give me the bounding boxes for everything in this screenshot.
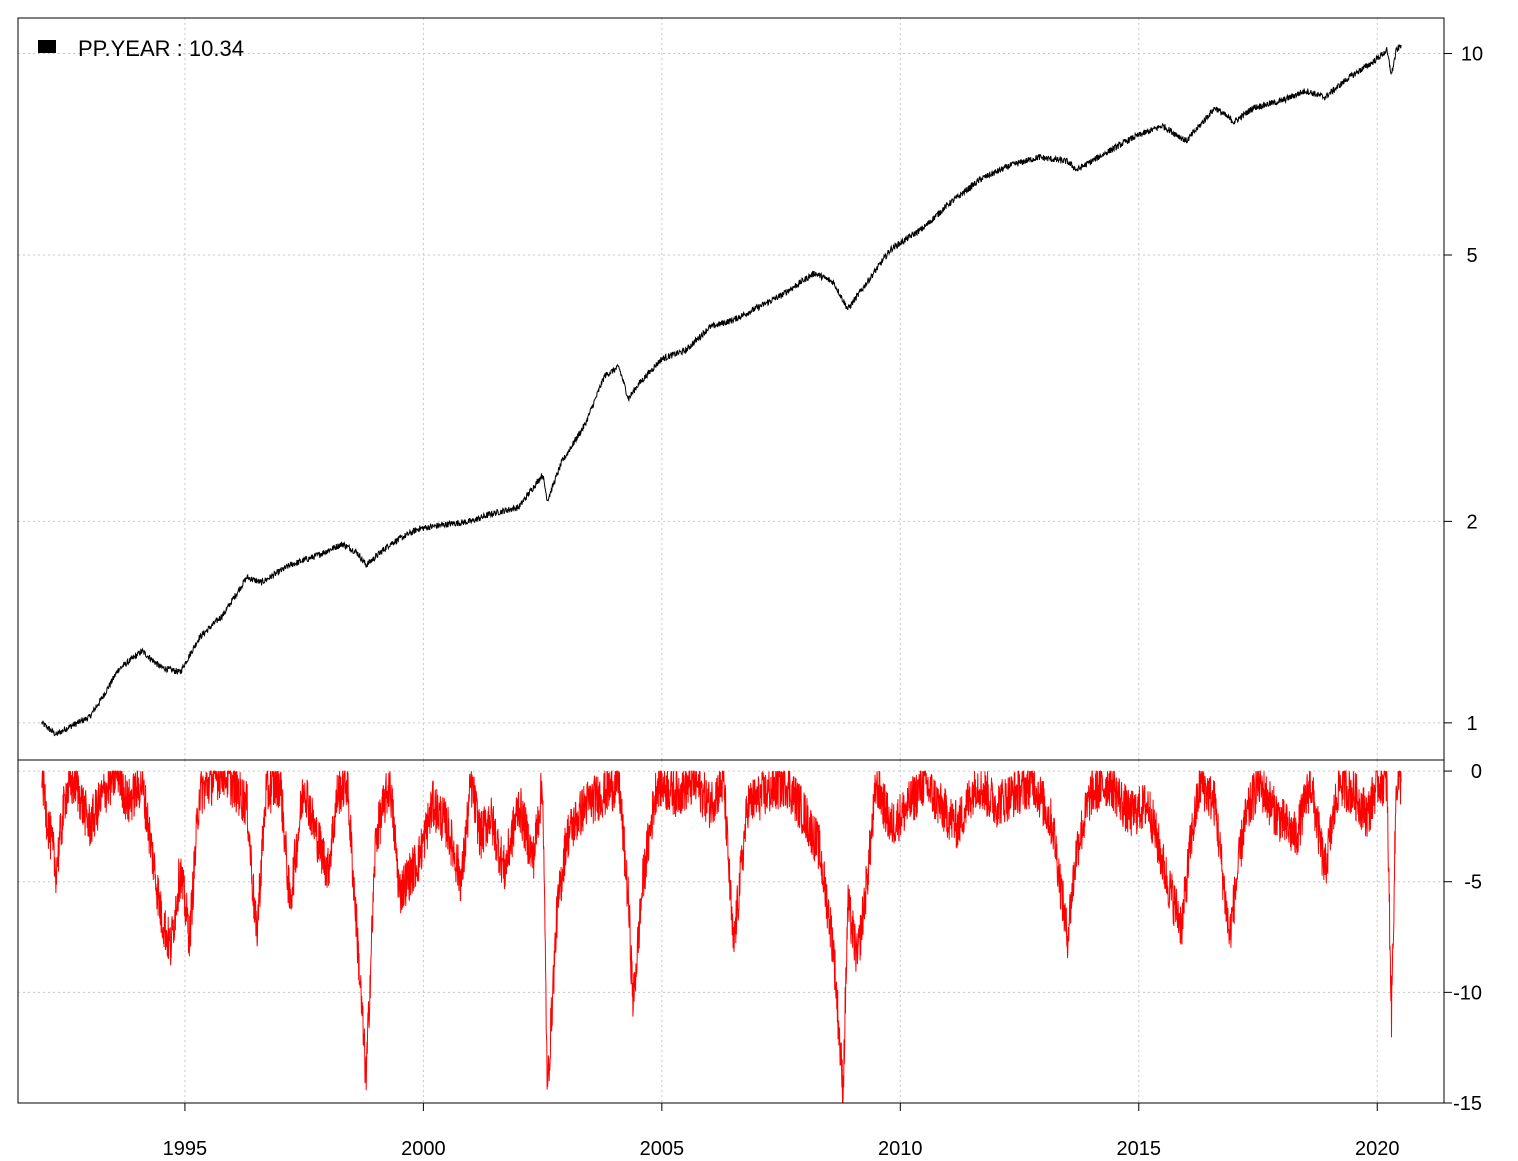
bottom-y-tick-label: -10 xyxy=(1453,982,1482,1004)
x-tick-label: 2000 xyxy=(401,1138,446,1160)
x-tick-label: 2015 xyxy=(1117,1138,1162,1160)
drawdown-series-line xyxy=(41,769,1402,1104)
x-tick-label: 2020 xyxy=(1355,1138,1400,1160)
top-y-tick-label: 10 xyxy=(1461,44,1483,66)
x-tick-label: 2010 xyxy=(878,1138,923,1160)
top-y-tick-label: 5 xyxy=(1466,245,1477,267)
legend-swatch xyxy=(38,40,56,53)
bottom-y-tick-label: -15 xyxy=(1453,1093,1482,1115)
bottom-panel-frame xyxy=(17,759,1445,1104)
x-tick-label: 2005 xyxy=(640,1138,685,1160)
tick-layer: 1 2 5 10 0 -5 -10 -15 1995 2000 2005 2010 2015 2020 xyxy=(163,44,1483,1160)
bottom-y-tick-label: -5 xyxy=(1464,872,1482,894)
top-y-tick-label: 2 xyxy=(1466,511,1477,533)
frame-layer xyxy=(17,17,1445,1104)
x-tick-label: 1995 xyxy=(163,1138,208,1160)
grid-layer xyxy=(18,18,1444,1104)
top-y-tick-label: 1 xyxy=(1466,713,1477,735)
top-panel-frame xyxy=(17,17,1445,761)
bottom-y-tick-label: 0 xyxy=(1471,761,1482,783)
legend: PP.YEAR : 10.34 xyxy=(38,36,244,61)
price-series-line xyxy=(41,44,1402,737)
legend-label: PP.YEAR : 10.34 xyxy=(78,36,244,61)
series-layer xyxy=(41,44,1402,1104)
